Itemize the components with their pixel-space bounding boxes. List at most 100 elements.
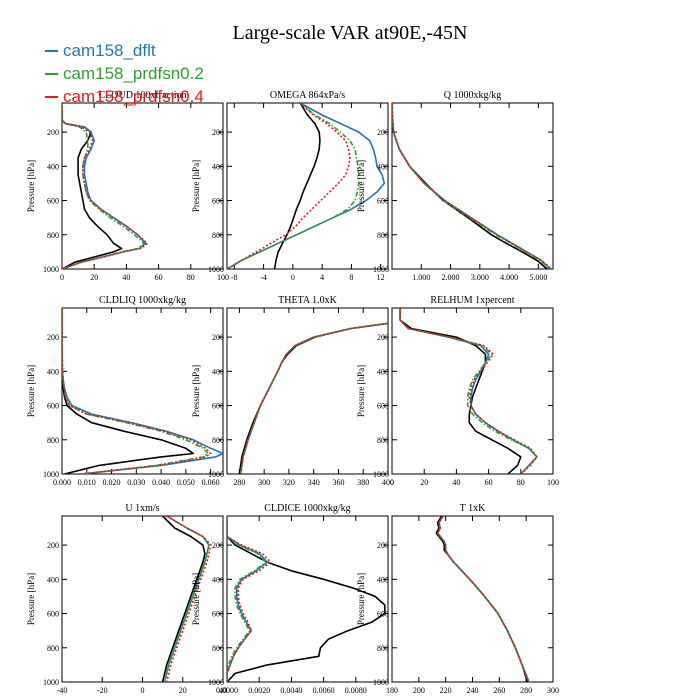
y-tick-label: 1000 — [43, 265, 59, 274]
x-tick-label: 60 — [485, 478, 493, 487]
y-tick-label: 1000 — [373, 678, 389, 687]
x-tick-label: 0.0000 — [216, 686, 238, 695]
series-group — [161, 516, 212, 682]
x-tick-label: 280 — [520, 686, 532, 695]
plot-frame — [226, 515, 389, 683]
y-tick-label: 200 — [377, 333, 389, 342]
x-tick-label: 0.000 — [53, 478, 71, 487]
series-line-cam158_dflt — [62, 106, 147, 269]
y-axis-label: Pressure [hPa] — [356, 573, 366, 625]
x-tick-label: 40 — [122, 273, 130, 282]
series-line-cam158_dflt — [227, 516, 269, 682]
x-tick-label: 4 — [320, 273, 324, 282]
plot-frame — [391, 102, 554, 270]
x-tick-label: 0.0020 — [248, 686, 270, 695]
series-group — [238, 322, 388, 474]
y-axis-label: Pressure [hPa] — [356, 160, 366, 212]
y-tick-label: 400 — [377, 162, 389, 171]
panel-title: RELHUM 1xpercent — [430, 295, 514, 306]
x-tick-label: -4 — [260, 273, 267, 282]
y-tick-label: 600 — [377, 610, 389, 619]
series-line-reference — [435, 516, 529, 682]
x-tick-label: 0 — [291, 273, 295, 282]
x-tick-label: 380 — [357, 478, 369, 487]
x-tick-label: 220 — [440, 686, 452, 695]
plot-frame — [226, 307, 389, 475]
series-line-cam158_dflt — [436, 516, 530, 682]
x-tick-label: 360 — [332, 478, 344, 487]
y-tick-label: 600 — [47, 610, 59, 619]
panel-title: CLDLIQ 1000xkg/kg — [99, 295, 186, 306]
series-line-cam158_prdfsn0.2 — [436, 516, 530, 682]
x-tick-label: 340 — [308, 478, 320, 487]
x-tick-label: 280 — [233, 478, 245, 487]
x-tick-label: 0.010 — [78, 478, 96, 487]
legend-entry: cam158_prdfsn0.2 — [45, 64, 204, 83]
y-tick-label: 800 — [47, 231, 59, 240]
y-tick-label: 400 — [47, 367, 59, 376]
y-tick-label: 600 — [47, 402, 59, 411]
y-tick-label: 400 — [377, 367, 389, 376]
x-tick-label: 0.020 — [103, 478, 121, 487]
series-line-cam158_prdfsn0.4 — [392, 103, 553, 269]
y-tick-label: 400 — [47, 575, 59, 584]
series-group — [62, 308, 223, 474]
series-line-reference — [227, 516, 386, 682]
y-tick-label: 800 — [212, 644, 224, 653]
y-tick-label: 1000 — [208, 265, 224, 274]
y-tick-label: 1000 — [43, 678, 59, 687]
series-group — [392, 103, 553, 269]
legend-label: cam158_dflt — [63, 41, 156, 60]
y-tick-label: 1000 — [43, 470, 59, 479]
panel-3: Q 1000xkg/kg Pressure [hPa] 200 400 600 800 10… — [356, 90, 554, 282]
series-line-cam158_dflt — [392, 103, 551, 269]
x-tick-label: 60 — [155, 273, 163, 282]
x-tick-label: 0.040 — [152, 478, 170, 487]
x-tick-label: 200 — [413, 686, 425, 695]
x-tick-label: 0.030 — [127, 478, 145, 487]
x-tick-label: 0 — [60, 273, 64, 282]
series-line-reference — [62, 106, 123, 269]
x-tick-label: 3.000 — [471, 273, 489, 282]
series-line-cam158_prdfsn0.2 — [399, 308, 538, 474]
series-group — [227, 516, 386, 682]
legend-entry: cam158_dflt — [45, 41, 156, 60]
y-axis-label: Pressure [hPa] — [26, 573, 36, 625]
x-tick-label: 80 — [187, 273, 195, 282]
series-line-cam158_prdfsn0.2 — [163, 516, 210, 682]
y-tick-label: 600 — [377, 402, 389, 411]
x-tick-label: 40 — [452, 478, 460, 487]
y-tick-label: 800 — [47, 436, 59, 445]
y-tick-label: 400 — [212, 575, 224, 584]
y-tick-label: 800 — [377, 436, 389, 445]
panel-5: THETA 1.0xK Pressure [hPa] 200 400 600 800 100… — [191, 295, 394, 487]
panel-title: U 1xm/s — [125, 503, 159, 514]
legend-entry: cam158_prdfsn0.4 — [45, 87, 204, 106]
y-tick-label: 800 — [212, 231, 224, 240]
x-tick-label: 80 — [517, 478, 525, 487]
panel-title: CLOUD 100xfraction — [98, 90, 186, 101]
y-tick-label: 600 — [212, 197, 224, 206]
x-tick-label: -8 — [231, 273, 238, 282]
x-tick-label: 320 — [283, 478, 295, 487]
series-line-cam158_prdfsn0.2 — [392, 103, 551, 269]
y-tick-label: 600 — [377, 197, 389, 206]
plot-frame — [391, 307, 554, 475]
y-tick-label: 800 — [377, 231, 389, 240]
y-tick-label: 200 — [47, 541, 59, 550]
series-line-cam158_dflt — [399, 308, 538, 474]
series-group — [62, 106, 149, 269]
y-tick-label: 400 — [212, 162, 224, 171]
series-line-cam158_prdfsn0.2 — [62, 106, 145, 269]
y-tick-label: 400 — [47, 162, 59, 171]
series-group — [435, 516, 530, 682]
y-tick-label: 1000 — [373, 265, 389, 274]
plot-frame — [61, 102, 224, 270]
x-tick-label: -20 — [97, 686, 108, 695]
y-tick-label: 200 — [377, 128, 389, 137]
x-tick-label: 20 — [90, 273, 98, 282]
series-line-cam158_prdfsn0.4 — [436, 516, 530, 682]
series-group — [227, 103, 386, 269]
